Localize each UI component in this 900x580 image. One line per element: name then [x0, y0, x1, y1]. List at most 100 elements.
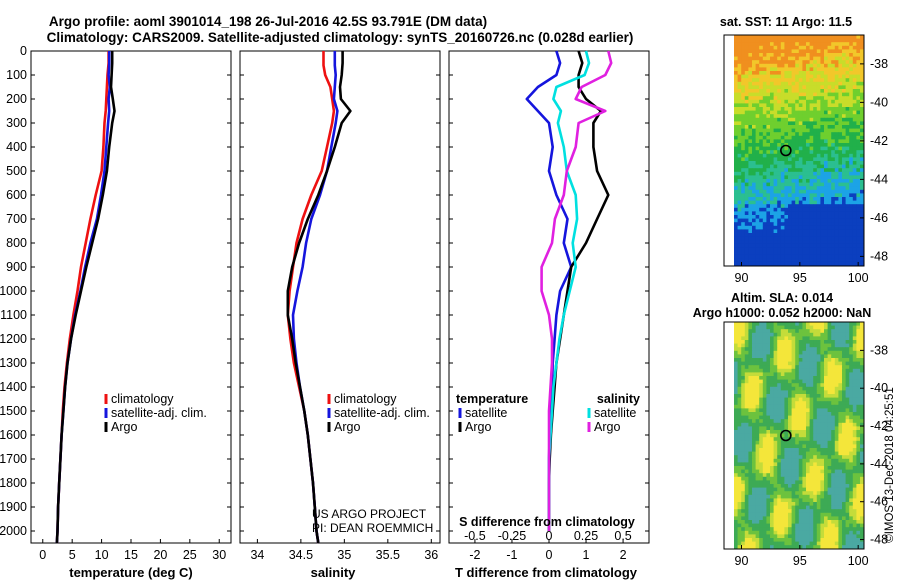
map-cell [795, 153, 800, 158]
map-cell [802, 401, 807, 406]
map-cell [791, 49, 796, 54]
map-cell [762, 200, 767, 205]
map-cell [766, 175, 771, 180]
map-cell [849, 96, 854, 101]
map-cell [780, 494, 785, 499]
map-cell [834, 85, 839, 90]
map-cell [752, 491, 756, 496]
map-cell [834, 512, 839, 517]
map-cell [744, 430, 749, 434]
map-cell [755, 247, 760, 252]
map-cell [734, 153, 738, 158]
map-cell [741, 240, 746, 245]
map-cell [806, 505, 810, 510]
map-cell [809, 74, 814, 79]
map-cell [834, 397, 839, 402]
map-cell [834, 171, 839, 176]
map-cell [809, 45, 814, 50]
map-cell [856, 168, 861, 173]
map-cell [798, 462, 803, 467]
map-cell [752, 236, 756, 241]
map-cell [784, 67, 789, 72]
map-cell [766, 197, 771, 201]
map-cell [777, 494, 782, 499]
map-cell [827, 35, 832, 39]
map-cell [845, 42, 850, 47]
map-cell [734, 150, 738, 155]
map-cell [784, 412, 789, 416]
map-cell [816, 340, 821, 344]
map-cell [755, 56, 760, 61]
map-cell [755, 451, 760, 456]
map-cell [816, 440, 821, 445]
map-cell [852, 150, 857, 155]
map-cell [741, 132, 746, 137]
map-cell [852, 322, 857, 326]
map-cell [816, 538, 821, 542]
map-cell [834, 383, 839, 388]
map-cell [741, 491, 746, 496]
map-cell [849, 412, 854, 416]
map-cell [838, 361, 843, 366]
map-cell [777, 322, 782, 326]
map-cell [842, 35, 846, 39]
map-cell [752, 89, 756, 93]
map-cell [780, 361, 785, 366]
map-cell [834, 78, 839, 83]
map-cell [766, 354, 771, 359]
map-cell [845, 240, 850, 245]
map-cell [838, 49, 843, 54]
map-cell [849, 343, 854, 348]
map-cell [820, 179, 825, 183]
map-cell [834, 92, 839, 97]
map-cell [809, 96, 814, 101]
map-cell [755, 394, 760, 398]
map-cell [737, 491, 742, 496]
map-cell [777, 125, 782, 129]
map-cell [831, 38, 836, 43]
map-cell [780, 233, 785, 237]
map-cell [856, 386, 861, 391]
map-cell [770, 81, 774, 86]
map-cell [827, 340, 832, 344]
map-cell [773, 251, 778, 255]
map-cell [860, 347, 864, 352]
map-cell [755, 340, 760, 344]
map-cell [773, 466, 778, 470]
map-cell [780, 229, 785, 234]
map-cell [827, 200, 832, 205]
map-cell [845, 448, 850, 452]
map-cell [845, 455, 850, 460]
map-cell [834, 193, 839, 198]
map-cell [748, 103, 753, 108]
map-cell [755, 502, 760, 506]
map-cell [838, 132, 843, 137]
map-cell [752, 386, 756, 391]
map-cell [777, 117, 782, 122]
map-cell [856, 243, 861, 248]
map-cell [802, 487, 807, 492]
map-cell [780, 502, 785, 506]
map-cell [791, 340, 796, 344]
map-cell [827, 110, 832, 115]
map-cell [752, 379, 756, 384]
map-cell [809, 99, 814, 104]
map-cell [777, 448, 782, 452]
map-cell [748, 42, 753, 47]
map-cell [816, 354, 821, 359]
map-cell [755, 415, 760, 420]
map-cell [744, 491, 749, 496]
map-cell [780, 200, 785, 205]
map-cell [824, 121, 828, 126]
map-cell [755, 117, 760, 122]
map-cell [752, 534, 756, 539]
map-cell [834, 541, 839, 546]
map-cell [838, 99, 843, 104]
map-cell [809, 476, 814, 481]
map-cell [734, 404, 738, 409]
map-cell [824, 458, 828, 463]
map-cell [816, 236, 821, 241]
map-cell [791, 150, 796, 155]
map-cell [806, 509, 810, 514]
map-cell [849, 440, 854, 445]
